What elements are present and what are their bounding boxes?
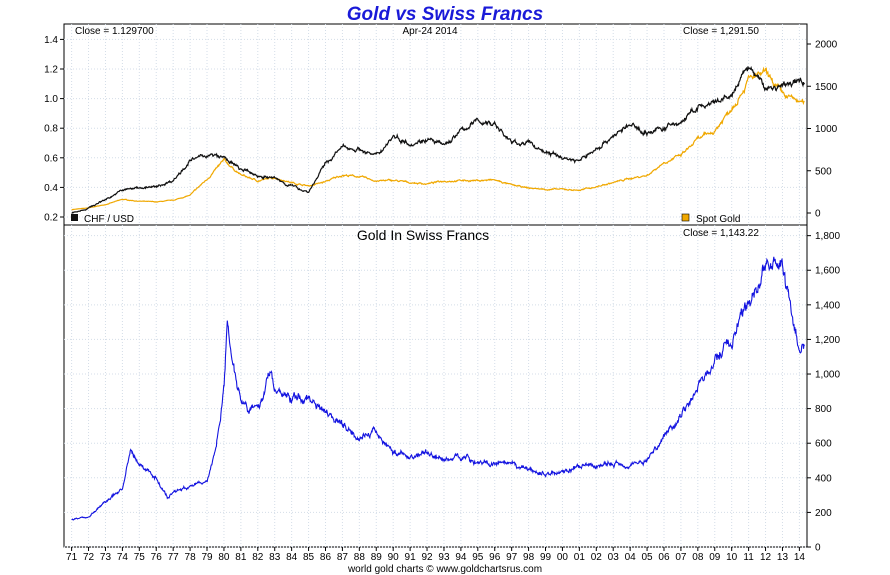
x-tick-label: 87 — [337, 552, 349, 563]
right-tick-label-top: 1500 — [815, 82, 838, 93]
left-tick-label: 1.0 — [44, 94, 58, 105]
x-tick-label: 02 — [591, 552, 603, 563]
left-tick-label: 0.2 — [44, 213, 58, 224]
x-tick-label: 95 — [472, 552, 484, 563]
legend-swatch-gold — [681, 213, 690, 222]
right-tick-label-bottom: 1,400 — [815, 300, 840, 311]
x-tick-label: 72 — [83, 552, 95, 563]
top-panel-frame — [63, 23, 808, 226]
legend-swatch-chf — [71, 214, 78, 221]
x-tick-label: 83 — [269, 552, 281, 563]
x-tick-label: 76 — [151, 552, 163, 563]
series-lines — [71, 65, 806, 521]
right-tick-label-top: 2000 — [815, 40, 838, 51]
x-tick-label: 12 — [760, 552, 772, 563]
right-tick-label-bottom: 1,200 — [815, 335, 840, 346]
right-tick-label-bottom: 400 — [815, 473, 832, 484]
right-tick-label-bottom: 1,600 — [815, 266, 840, 277]
right-tick-label-bottom: 1,000 — [815, 370, 840, 381]
x-tick-label: 00 — [557, 552, 569, 563]
x-tick-label: 74 — [117, 552, 129, 563]
x-tick-label: 13 — [777, 552, 789, 563]
right-tick-label-top: 500 — [815, 166, 832, 177]
right-tick-label-top: 0 — [815, 209, 821, 220]
x-tick-label: 11 — [743, 552, 754, 563]
right-tick-label-bottom: 200 — [815, 508, 832, 519]
x-tick-label: 09 — [709, 552, 721, 563]
x-tick-label: 81 — [235, 552, 247, 563]
series-chf-usd — [71, 65, 806, 214]
x-tick-label: 96 — [489, 552, 501, 563]
right-tick-label-bottom: 600 — [815, 439, 832, 450]
x-tick-label: 84 — [286, 552, 298, 563]
x-tick-label: 03 — [608, 552, 620, 563]
left-tick-label: 1.2 — [44, 65, 58, 76]
x-tick-label: 85 — [303, 552, 315, 563]
x-tick-label: 90 — [388, 552, 400, 563]
grid-lines — [64, 24, 807, 548]
right-tick-label-bottom: 1,800 — [815, 231, 840, 242]
x-tick-label: 97 — [506, 552, 518, 563]
x-tick-label: 99 — [540, 552, 552, 563]
legend-label-gold: Spot Gold — [696, 214, 740, 225]
x-tick-label: 73 — [100, 552, 112, 563]
top-header-center: Apr-24 2014 — [402, 26, 457, 37]
x-tick-label: 04 — [625, 552, 637, 563]
left-tick-label: 1.4 — [44, 35, 58, 46]
x-tick-label: 82 — [252, 552, 264, 563]
x-tick-label: 91 — [405, 552, 417, 563]
series-spot-gold — [71, 66, 805, 211]
right-tick-label-bottom: 800 — [815, 404, 832, 415]
x-tick-label: 86 — [320, 552, 332, 563]
x-tick-label: 78 — [185, 552, 197, 563]
x-tick-label: 98 — [523, 552, 535, 563]
left-tick-label: 0.4 — [44, 183, 58, 194]
x-tick-label: 92 — [421, 552, 433, 563]
x-tick-label: 08 — [692, 552, 704, 563]
bottom-panel-title: Gold In Swiss Francs — [357, 227, 489, 243]
left-tick-label: 0.6 — [44, 153, 58, 164]
x-tick-label: 94 — [455, 552, 467, 563]
chart-footer: world gold charts © www.goldchartsrus.co… — [347, 564, 542, 575]
x-tick-label: 71 — [66, 552, 78, 563]
bottom-header-right: Close = 1,143.22 — [683, 228, 759, 239]
x-tick-label: 06 — [658, 552, 670, 563]
x-tick-label: 75 — [134, 552, 146, 563]
x-tick-label: 05 — [641, 552, 653, 563]
bottom-panel-frame — [63, 224, 808, 548]
x-tick-label: 10 — [726, 552, 738, 563]
chart-title: Gold vs Swiss Francs — [347, 4, 543, 25]
x-tick-label: 89 — [371, 552, 383, 563]
x-tick-label: 93 — [438, 552, 450, 563]
left-tick-label: 0.8 — [44, 124, 58, 135]
series-gold-in-chf — [71, 256, 805, 521]
right-tick-label-top: 1000 — [815, 124, 838, 135]
x-tick-label: 88 — [354, 552, 366, 563]
x-tick-label: 80 — [218, 552, 230, 563]
x-tick-label: 01 — [574, 552, 586, 563]
right-tick-label-bottom: 0 — [815, 543, 821, 554]
top-header-right: Close = 1,291.50 — [683, 26, 759, 37]
axes: 71 72 73 74 75 76 77 78 79 80 81 82 83 84 85 86 87 88 89 90… — [44, 35, 840, 563]
x-tick-label: 07 — [675, 552, 687, 563]
x-tick-label: 79 — [201, 552, 213, 563]
x-tick-label: 14 — [794, 552, 806, 563]
legend-label-chf: CHF / USD — [84, 214, 134, 225]
x-tick-label: 77 — [168, 552, 180, 563]
top-header-left: Close = 1.129700 — [75, 26, 154, 37]
